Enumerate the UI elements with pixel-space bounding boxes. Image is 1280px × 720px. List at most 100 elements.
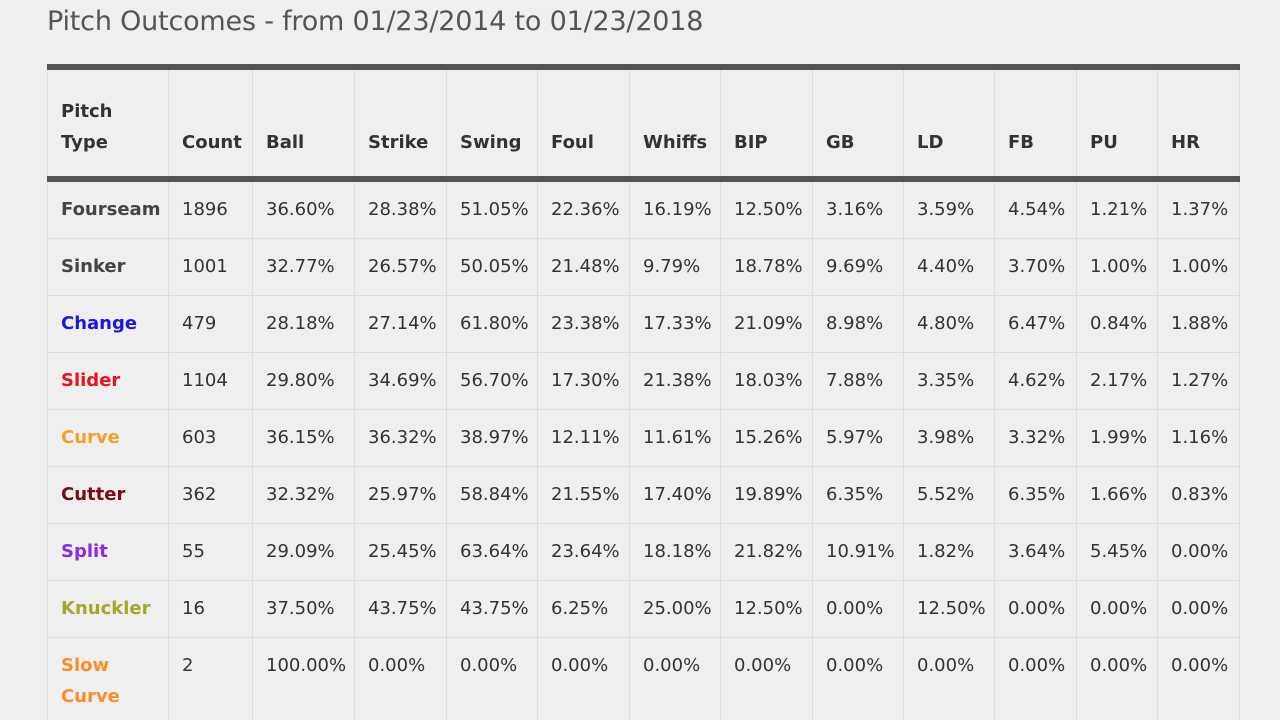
pitch-type-cell: Slow Curve (47, 637, 169, 720)
bip-cell: 15.26% (720, 409, 813, 467)
fb-cell: 0.00% (994, 580, 1077, 638)
foul-cell: 23.64% (537, 523, 630, 581)
table-row: Curve 603 36.15% 36.32% 38.97% 12.11% 11.61% 15… (47, 409, 1240, 467)
column-header-whiffs[interactable]: Whiffs (629, 67, 721, 179)
ball-cell: 36.15% (252, 409, 355, 467)
gb-cell: 0.00% (812, 637, 904, 720)
bip-cell: 18.78% (720, 238, 813, 296)
column-header-fb[interactable]: FB (994, 67, 1077, 179)
pitch-type-cell: Knuckler (47, 580, 169, 638)
gb-cell: 8.98% (812, 295, 904, 353)
whiffs-cell: 17.40% (629, 466, 721, 524)
hr-cell: 1.16% (1157, 409, 1240, 467)
strike-cell: 25.45% (354, 523, 447, 581)
bip-cell: 18.03% (720, 352, 813, 410)
count-cell: 479 (168, 295, 253, 353)
hr-cell: 1.27% (1157, 352, 1240, 410)
table-row: Cutter 362 32.32% 25.97% 58.84% 21.55% 17.40% 1… (47, 466, 1240, 524)
pu-cell: 1.66% (1076, 466, 1158, 524)
ball-cell: 29.80% (252, 352, 355, 410)
swing-cell: 0.00% (446, 637, 538, 720)
column-header-count[interactable]: Count (168, 67, 253, 179)
pu-cell: 0.00% (1076, 580, 1158, 638)
pu-cell: 1.99% (1076, 409, 1158, 467)
table-body: Fourseam 1896 36.60% 28.38% 51.05% 22.36% 16.1… (47, 178, 1240, 720)
ld-cell: 1.82% (903, 523, 995, 581)
ball-cell: 28.18% (252, 295, 355, 353)
whiffs-cell: 0.00% (629, 637, 721, 720)
column-header-pitch-type[interactable]: Pitch Type (47, 67, 169, 179)
column-header-pu[interactable]: PU (1076, 67, 1158, 179)
count-cell: 362 (168, 466, 253, 524)
table-row: Change 479 28.18% 27.14% 61.80% 23.38% 17.33% 2… (47, 295, 1240, 353)
bip-cell: 12.50% (720, 178, 813, 239)
column-header-swing[interactable]: Swing (446, 67, 538, 179)
ball-cell: 37.50% (252, 580, 355, 638)
ball-cell: 100.00% (252, 637, 355, 720)
foul-cell: 23.38% (537, 295, 630, 353)
table-row: Split 55 29.09% 25.45% 63.64% 23.64% 18.18% 21.… (47, 523, 1240, 581)
fb-cell: 3.70% (994, 238, 1077, 296)
ld-cell: 12.50% (903, 580, 995, 638)
ld-cell: 4.40% (903, 238, 995, 296)
swing-cell: 50.05% (446, 238, 538, 296)
gb-cell: 10.91% (812, 523, 904, 581)
pitch-type-cell: Change (47, 295, 169, 353)
foul-cell: 12.11% (537, 409, 630, 467)
gb-cell: 6.35% (812, 466, 904, 524)
fb-cell: 3.32% (994, 409, 1077, 467)
whiffs-cell: 18.18% (629, 523, 721, 581)
column-header-bip[interactable]: BIP (720, 67, 813, 179)
swing-cell: 63.64% (446, 523, 538, 581)
swing-cell: 61.80% (446, 295, 538, 353)
strike-cell: 28.38% (354, 178, 447, 239)
hr-cell: 1.00% (1157, 238, 1240, 296)
column-header-strike[interactable]: Strike (354, 67, 447, 179)
column-header-foul[interactable]: Foul (537, 67, 630, 179)
gb-cell: 9.69% (812, 238, 904, 296)
pitch-outcomes-table: Pitch Type Count Ball Strike Swing Foul … (47, 64, 1240, 720)
whiffs-cell: 16.19% (629, 178, 721, 239)
fb-cell: 6.35% (994, 466, 1077, 524)
pitch-type-cell: Sinker (47, 238, 169, 296)
fb-cell: 0.00% (994, 637, 1077, 720)
ball-cell: 32.32% (252, 466, 355, 524)
strike-cell: 36.32% (354, 409, 447, 467)
column-header-ld[interactable]: LD (903, 67, 995, 179)
bip-cell: 0.00% (720, 637, 813, 720)
ld-cell: 0.00% (903, 637, 995, 720)
swing-cell: 58.84% (446, 466, 538, 524)
table-row: Fourseam 1896 36.60% 28.38% 51.05% 22.36% 16.1… (47, 178, 1240, 239)
strike-cell: 27.14% (354, 295, 447, 353)
pitch-type-cell: Slider (47, 352, 169, 410)
pu-cell: 1.21% (1076, 178, 1158, 239)
count-cell: 55 (168, 523, 253, 581)
strike-cell: 0.00% (354, 637, 447, 720)
swing-cell: 56.70% (446, 352, 538, 410)
swing-cell: 38.97% (446, 409, 538, 467)
hr-cell: 1.37% (1157, 178, 1240, 239)
count-cell: 2 (168, 637, 253, 720)
column-header-ball[interactable]: Ball (252, 67, 355, 179)
swing-cell: 51.05% (446, 178, 538, 239)
ball-cell: 36.60% (252, 178, 355, 239)
foul-cell: 21.55% (537, 466, 630, 524)
column-header-gb[interactable]: GB (812, 67, 904, 179)
strike-cell: 34.69% (354, 352, 447, 410)
pitch-type-cell: Fourseam (47, 178, 169, 239)
ball-cell: 32.77% (252, 238, 355, 296)
count-cell: 1001 (168, 238, 253, 296)
hr-cell: 0.83% (1157, 466, 1240, 524)
count-cell: 603 (168, 409, 253, 467)
whiffs-cell: 17.33% (629, 295, 721, 353)
gb-cell: 3.16% (812, 178, 904, 239)
column-header-hr[interactable]: HR (1157, 67, 1240, 179)
foul-cell: 0.00% (537, 637, 630, 720)
table-header-row: Pitch Type Count Ball Strike Swing Foul … (47, 67, 1240, 179)
hr-cell: 0.00% (1157, 580, 1240, 638)
swing-cell: 43.75% (446, 580, 538, 638)
pu-cell: 0.00% (1076, 637, 1158, 720)
pu-cell: 2.17% (1076, 352, 1158, 410)
bip-cell: 19.89% (720, 466, 813, 524)
ld-cell: 3.98% (903, 409, 995, 467)
